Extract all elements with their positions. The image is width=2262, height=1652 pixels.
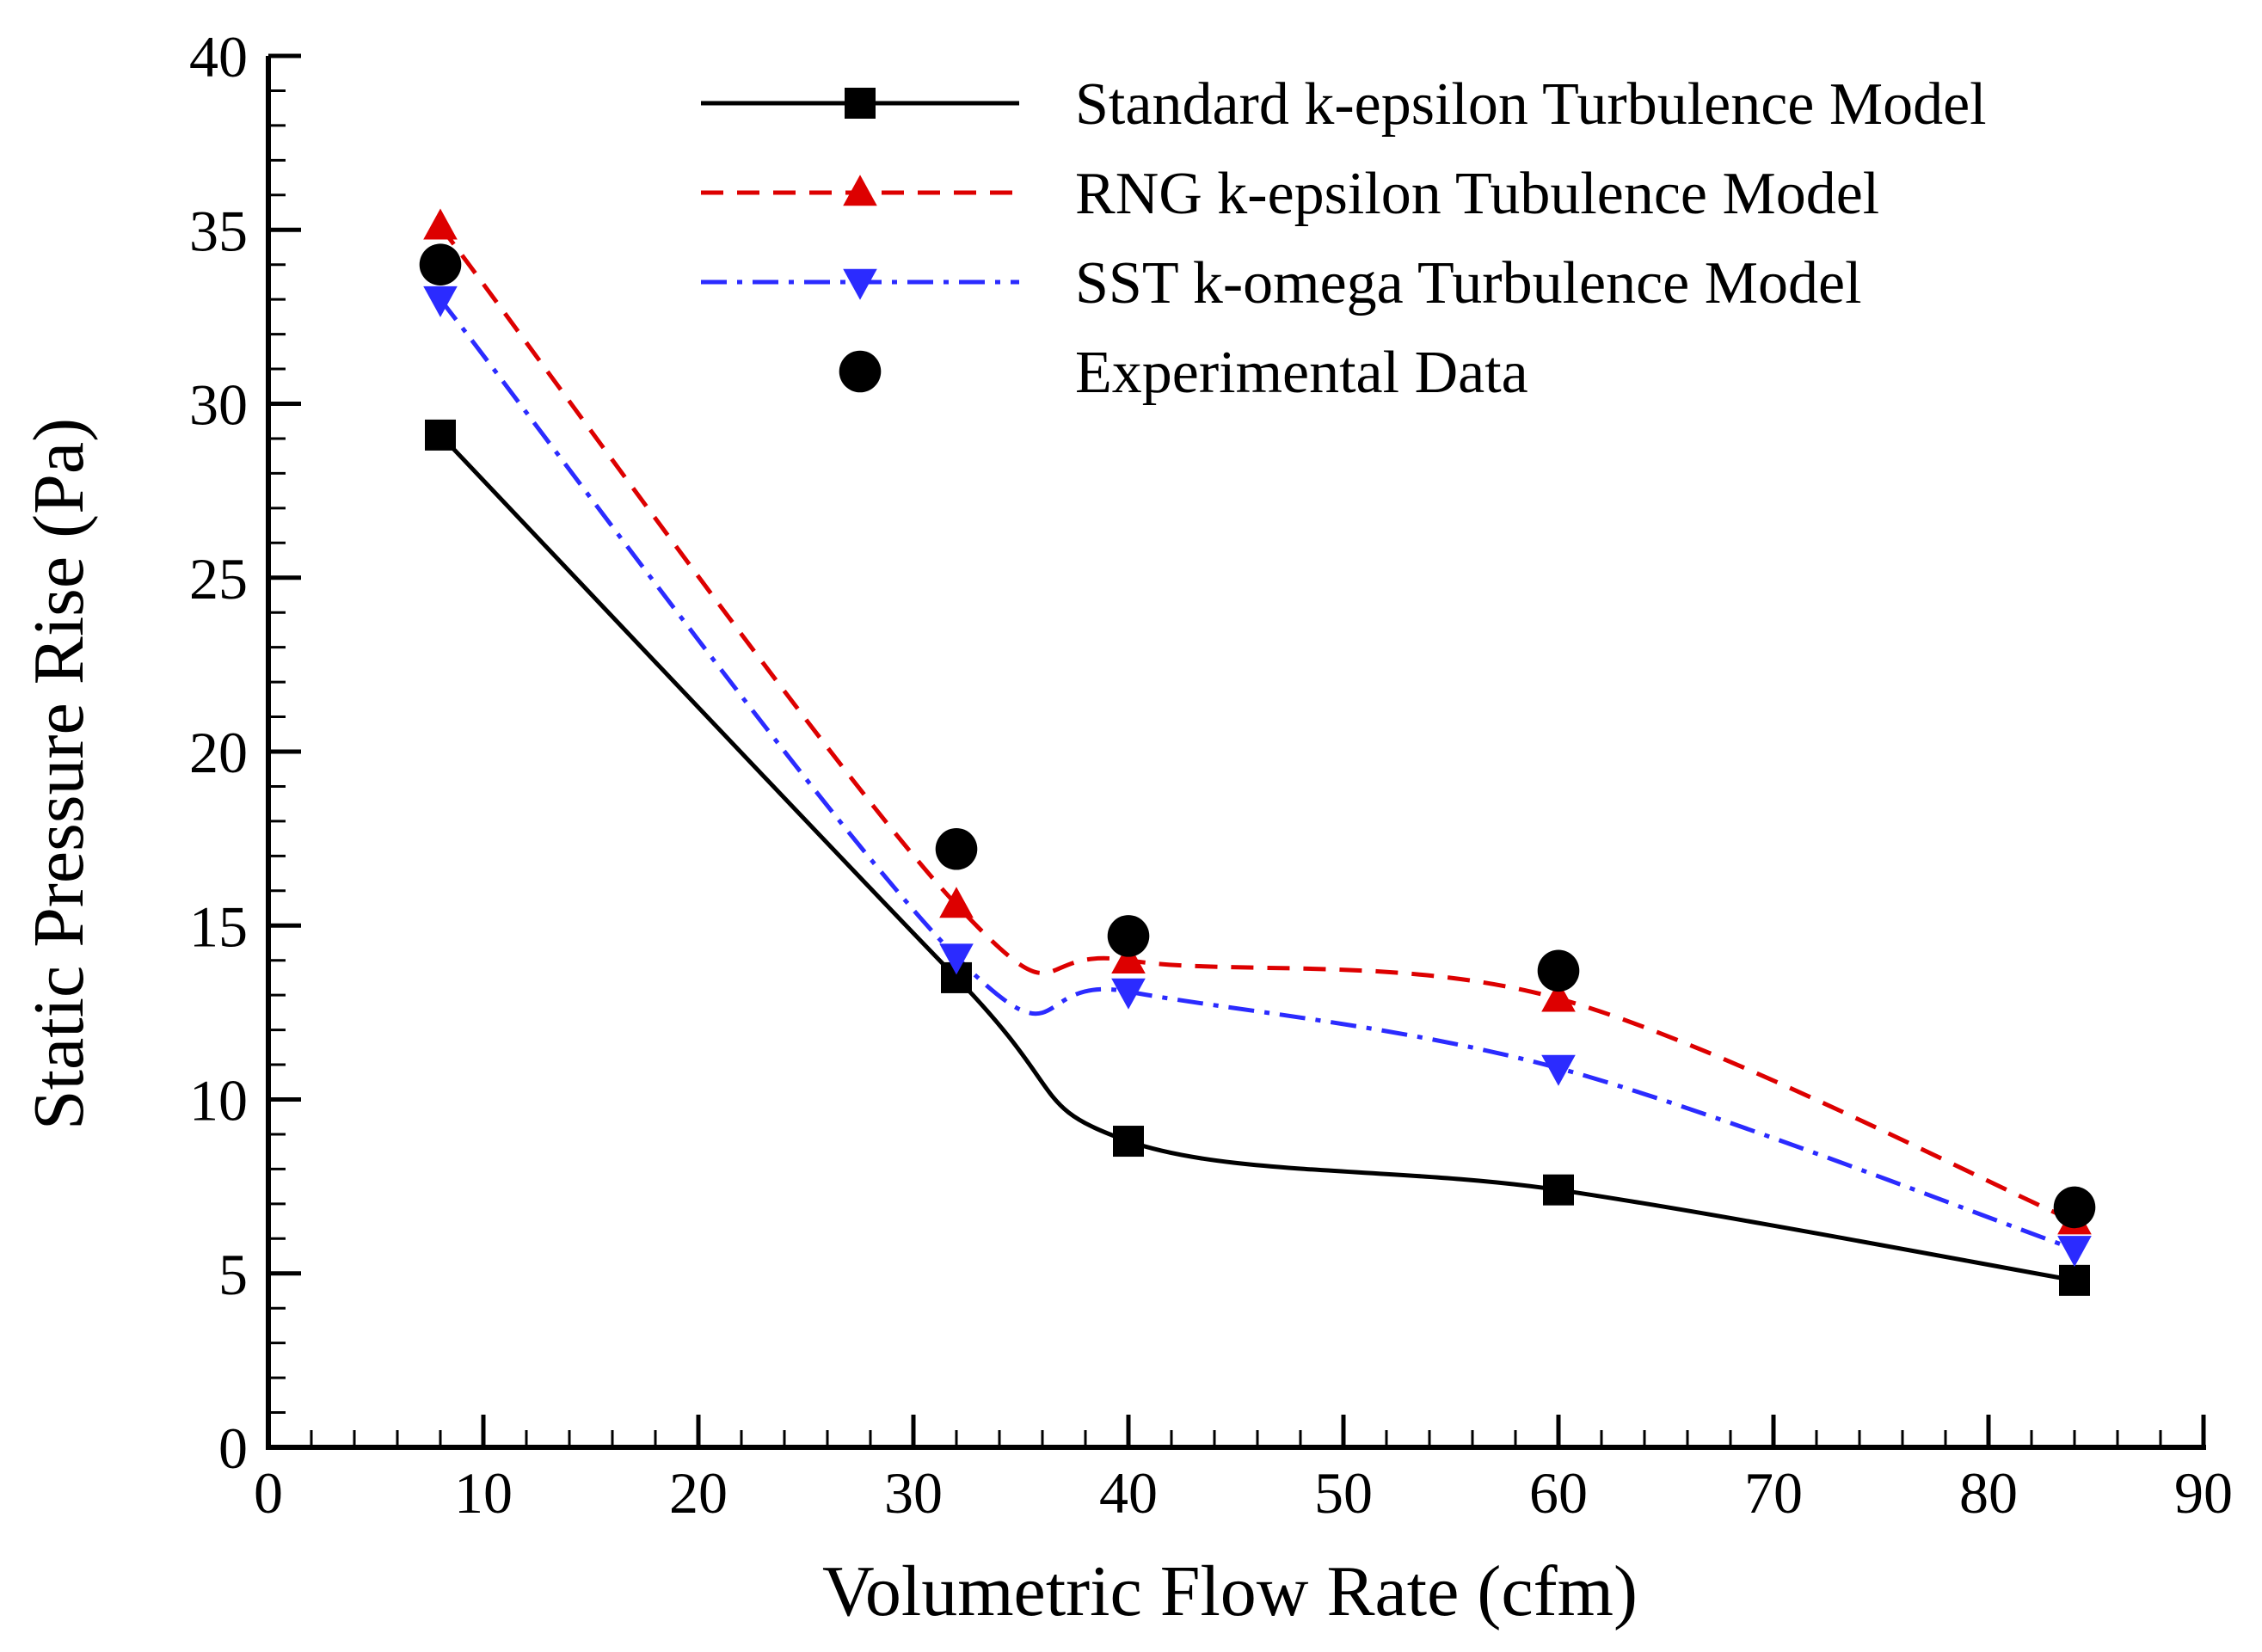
x-tick-label: 0 <box>254 1460 283 1526</box>
x-tick-label: 60 <box>1529 1460 1588 1526</box>
legend-marker <box>843 268 877 300</box>
y-tick-label: 5 <box>218 1242 248 1307</box>
data-point-rng-k-epsilon-tubulence-model <box>939 887 974 918</box>
legend-entry-rng-k-epsilon-tubulence-model: RNG k-epsilon Tubulence Model <box>701 161 1879 227</box>
data-point-standard-k-epsilon-turbulence-model <box>1543 1174 1574 1206</box>
data-point-sst-k-omega-turbulence-model <box>423 286 458 317</box>
data-point-sst-k-omega-turbulence-model <box>1541 1054 1576 1086</box>
x-tick-label: 10 <box>454 1460 513 1526</box>
data-point-rng-k-epsilon-tubulence-model <box>1541 980 1576 1012</box>
legend-marker <box>839 350 882 393</box>
data-point-standard-k-epsilon-turbulence-model <box>425 419 456 451</box>
data-point-standard-k-epsilon-turbulence-model <box>1113 1126 1144 1158</box>
data-point-experimental-data <box>2053 1186 2096 1229</box>
y-tick-label: 15 <box>189 894 248 959</box>
data-point-sst-k-omega-turbulence-model <box>1111 978 1146 1010</box>
data-point-experimental-data <box>419 243 462 286</box>
data-point-rng-k-epsilon-tubulence-model <box>423 208 458 240</box>
y-tick-label: 40 <box>189 24 248 89</box>
x-tick-label: 20 <box>669 1460 728 1526</box>
x-tick-label: 90 <box>2174 1460 2233 1526</box>
y-tick-label: 35 <box>189 198 248 263</box>
data-point-standard-k-epsilon-turbulence-model <box>2059 1264 2090 1296</box>
legend-entry-standard-k-epsilon-turbulence-model: Standard k-epsilon Turbulence Model <box>701 71 1987 138</box>
legend-marker <box>843 175 877 206</box>
y-axis-title: Static Pressure Rise (Pa) <box>19 418 99 1130</box>
x-tick-label: 50 <box>1314 1460 1373 1526</box>
y-tick-label: 25 <box>189 546 248 611</box>
y-tick-label: 20 <box>189 720 248 785</box>
legend-entry-sst-k-omega-turbulence-model: SST k-omega Turbulence Model <box>701 250 1862 316</box>
legend: Standard k-epsilon Turbulence Model RNG k… <box>701 71 1987 406</box>
legend-label: Experimental Data <box>1075 340 1528 406</box>
y-tick-label: 30 <box>189 372 248 438</box>
x-tick-label: 30 <box>884 1460 943 1526</box>
axis-ticks: 0 10 20 30 40 50 60 70 80 90 0 5 10 15 20 25 30 35 40 <box>189 24 2233 1526</box>
data-point-experimental-data <box>1107 915 1150 957</box>
legend-label: Standard k-epsilon Turbulence Model <box>1075 71 1987 138</box>
x-axis-title: Volumetric Flow Rate (cfm) <box>822 1551 1638 1631</box>
plot-markers <box>419 208 2096 1296</box>
legend-entry-experimental-data: Experimental Data <box>839 340 1528 406</box>
legend-label: RNG k-epsilon Tubulence Model <box>1075 161 1879 227</box>
y-tick-label: 0 <box>218 1416 248 1481</box>
y-tick-label: 10 <box>189 1068 248 1133</box>
data-point-sst-k-omega-turbulence-model <box>2057 1236 2092 1268</box>
series-line-rng-k-epsilon-tubulence-model <box>439 224 2075 1224</box>
x-tick-label: 40 <box>1099 1460 1158 1526</box>
legend-label: SST k-omega Turbulence Model <box>1075 250 1862 316</box>
data-point-experimental-data <box>935 827 978 870</box>
x-tick-label: 80 <box>1959 1460 2018 1526</box>
data-point-sst-k-omega-turbulence-model <box>939 943 974 975</box>
series-line-sst-k-omega-turbulence-model <box>439 298 2075 1251</box>
data-point-rng-k-epsilon-tubulence-model <box>1111 943 1146 973</box>
x-tick-label: 70 <box>1744 1460 1803 1526</box>
data-point-experimental-data <box>1537 949 1580 992</box>
legend-marker <box>845 88 876 119</box>
